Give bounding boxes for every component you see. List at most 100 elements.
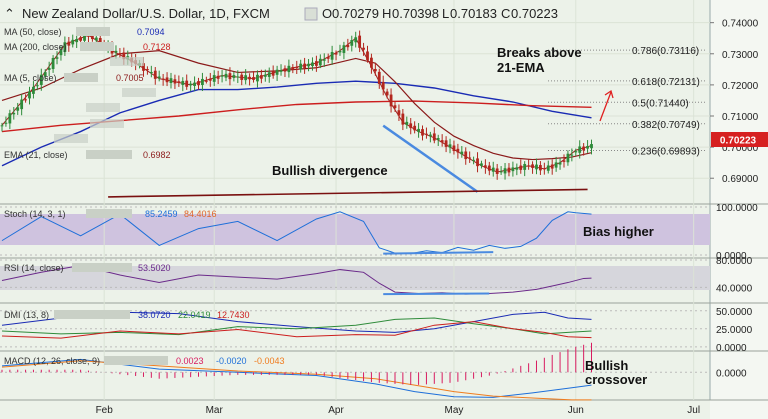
candle-body — [287, 65, 291, 73]
candle-body — [169, 78, 173, 84]
candle-body — [39, 74, 43, 85]
candle-body — [204, 80, 208, 82]
overlay-ma50[interactable]: MA (50, close) 0.7094 — [4, 27, 165, 37]
symbol-settings-icon[interactable] — [304, 7, 318, 21]
overlay-ema21-buttons[interactable] — [86, 150, 132, 159]
candle-body — [385, 91, 389, 96]
rsi-legend[interactable]: RSI (14, close) 53.5020 — [4, 263, 171, 273]
candle-body — [181, 80, 185, 85]
candle-body — [523, 163, 527, 170]
candle-body — [370, 57, 373, 68]
candle-body — [440, 140, 444, 143]
candle-body — [366, 51, 369, 60]
price-tick-label: 0.71000 — [722, 112, 759, 123]
candle-body — [161, 78, 165, 80]
price-tick-label: 0.74000 — [722, 19, 759, 30]
candle-body — [279, 70, 283, 72]
candle-body — [83, 34, 86, 41]
candle-body — [149, 71, 153, 73]
candle-body — [8, 113, 12, 124]
candle-body — [507, 167, 511, 173]
overlay-ma5[interactable]: MA (5, close) 0.7005 — [4, 73, 144, 83]
overlay-ma200-buttons[interactable] — [80, 42, 114, 51]
candle-body — [248, 76, 251, 80]
candle-body — [519, 165, 523, 170]
overlay-hidden-buttons-4[interactable] — [90, 119, 124, 128]
candle-body — [263, 74, 267, 77]
overlay-ma5-value: 0.7005 — [116, 73, 144, 83]
dmi-plus-value: 38.0720 — [138, 310, 171, 320]
candle-body — [456, 148, 460, 153]
dmi-legend[interactable]: DMI (13, 8) 38.0720 22.0419 12.7430 — [4, 310, 250, 320]
low-label: L — [442, 6, 449, 21]
candle-body — [311, 62, 314, 67]
open-value: 0.70279 — [332, 6, 379, 21]
collapse-arrow-icon[interactable]: ⌃ — [4, 6, 15, 21]
candle-body — [90, 33, 94, 40]
price-tick-label: 0.69000 — [722, 174, 759, 185]
indicator-axes: 100.00000.000080.000040.000050.000025.00… — [716, 203, 758, 379]
candle-body — [224, 73, 228, 78]
overlay-ma5-buttons[interactable] — [64, 73, 98, 82]
candle-body — [16, 107, 20, 111]
candle-body — [43, 72, 47, 77]
candle-body — [495, 168, 499, 174]
candle-body — [480, 163, 483, 166]
panel-separators — [0, 203, 768, 401]
candle-body — [28, 91, 31, 99]
stoch-tick-label: 0.0000 — [716, 251, 747, 262]
candle-body — [0, 125, 4, 127]
breaks-above-annotation-line1: Breaks above — [497, 45, 582, 60]
candle-body — [389, 94, 393, 107]
current-price-text: 0.70223 — [720, 136, 757, 147]
time-tick-label: Jun — [568, 405, 584, 416]
overlay-ma5-label: MA (5, close) — [4, 73, 57, 83]
overlay-ma50-label: MA (50, close) — [4, 27, 62, 37]
candle-body — [63, 42, 67, 53]
candle-body — [342, 45, 346, 53]
candle-body — [114, 50, 118, 53]
candle-body — [586, 145, 589, 149]
stoch-buttons[interactable] — [86, 209, 132, 218]
overlay-hidden-buttons-3[interactable] — [86, 103, 120, 112]
candle-body — [574, 151, 578, 153]
bullish-crossover-annotation-line1: Bullish — [585, 358, 628, 373]
candle-body — [208, 78, 212, 81]
dmi-buttons[interactable] — [54, 310, 130, 319]
bias-higher-annotation: Bias higher — [583, 224, 654, 239]
candle-body — [558, 162, 562, 165]
fib-label: 0.236(0.69893) — [632, 146, 700, 157]
macd-buttons[interactable] — [104, 356, 168, 365]
overlay-hidden-buttons-1[interactable] — [110, 57, 144, 66]
rsi-buttons[interactable] — [72, 263, 132, 272]
series-line-dmi-adx — [1, 321, 592, 339]
overlay-ma50-value: 0.7094 — [137, 27, 165, 37]
candle-body — [452, 145, 456, 152]
overlay-ema21[interactable]: EMA (21, close) 0.6982 — [4, 150, 171, 160]
candle-body — [283, 68, 287, 72]
candle-body — [153, 70, 157, 79]
high-value: 0.70398 — [392, 6, 439, 21]
candle-body — [425, 133, 428, 135]
candle-body — [228, 73, 232, 80]
overlay-ma50-buttons[interactable] — [76, 27, 110, 36]
overlay-ma200[interactable]: MA (200, close) 0.7128 — [4, 42, 171, 52]
overlay-hidden-buttons-2[interactable] — [122, 88, 156, 97]
stoch-d-value: 84.4016 — [184, 209, 217, 219]
candle-body — [464, 151, 468, 160]
macd-signal-value: -0.0043 — [254, 356, 285, 366]
overlay-hidden-buttons-5[interactable] — [54, 134, 88, 143]
bullish-divergence-annotation: Bullish divergence — [272, 163, 388, 178]
macd-histogram — [1, 342, 592, 385]
candle-body — [75, 38, 79, 43]
candle-body — [295, 66, 299, 68]
fibonacci-levels: 0.786(0.73116) 0.618(0.72131) 0.5(0.71440)… — [548, 46, 706, 157]
macd-legend[interactable]: MACD (12, 26, close, 9) 0.0023 -0.0020 -… — [4, 356, 285, 366]
stoch-legend[interactable]: Stoch (14, 3, 1) 85.2459 84.4016 — [4, 209, 217, 219]
candle-body — [444, 140, 448, 147]
candle-body — [267, 72, 271, 77]
candle-body — [346, 44, 350, 48]
candle-body — [216, 75, 220, 79]
overlay-ma200-value: 0.7128 — [143, 42, 171, 52]
candle-body — [4, 122, 8, 124]
